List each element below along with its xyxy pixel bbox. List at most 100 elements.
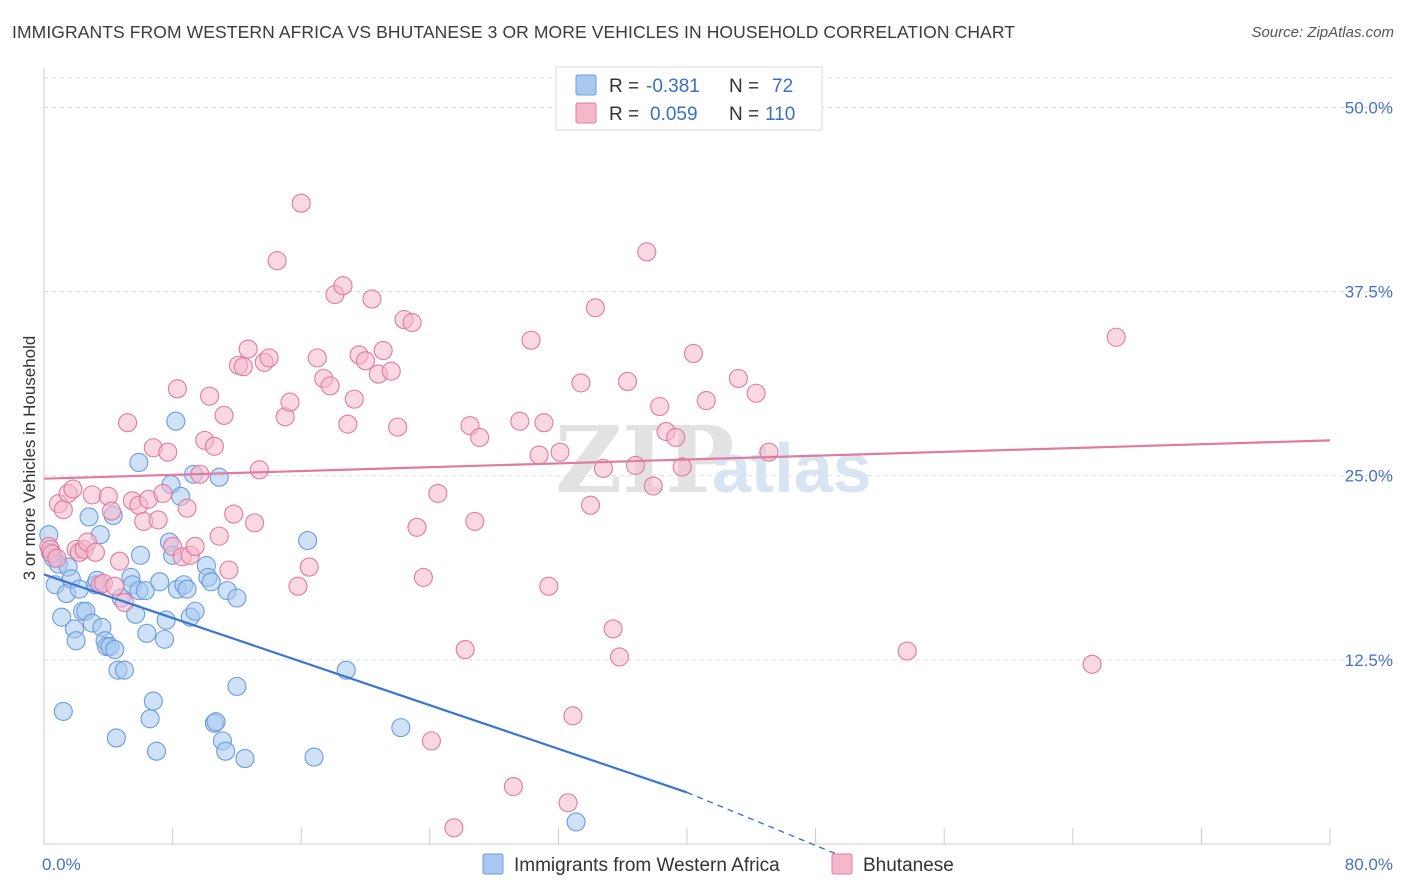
legend-r-label-1: R =: [609, 76, 639, 97]
x-tick-label-max: 80.0%: [1345, 855, 1393, 874]
point-western-africa: [227, 676, 247, 696]
point-bhutanese: [402, 312, 422, 333]
point-bhutanese: [650, 396, 670, 417]
x-tick-labels: 0.0% 80.0%: [42, 855, 1393, 874]
source-label: Source: ZipAtlas.com: [1251, 24, 1394, 41]
point-western-africa: [201, 572, 221, 592]
point-bhutanese: [666, 427, 686, 447]
point-bhutanese: [214, 405, 234, 425]
point-bhutanese: [1082, 654, 1102, 674]
point-western-africa: [79, 507, 99, 527]
point-bhutanese: [209, 526, 229, 546]
correlation-legend: R = -0.381 N = 72 R = 0.059 N = 110: [555, 66, 823, 131]
watermark-atlas: atlas: [712, 429, 872, 507]
point-western-africa: [106, 728, 126, 748]
point-bhutanese: [224, 504, 244, 524]
point-bhutanese: [728, 368, 748, 389]
trend-line-western-africa-extension: [686, 791, 849, 860]
point-western-africa: [166, 411, 186, 431]
point-western-africa: [304, 747, 324, 767]
axes: [43, 68, 1331, 845]
point-bhutanese: [444, 818, 464, 838]
point-bhutanese: [534, 413, 554, 433]
point-bhutanese: [320, 376, 340, 396]
point-western-africa: [130, 545, 150, 565]
point-western-africa: [216, 741, 236, 761]
point-bhutanese: [118, 413, 138, 433]
point-western-africa: [206, 712, 226, 732]
point-bhutanese: [267, 251, 287, 271]
point-bhutanese: [110, 551, 130, 571]
point-western-africa: [391, 718, 411, 738]
point-bhutanese: [407, 517, 427, 537]
point-bhutanese: [470, 427, 490, 447]
point-bhutanese: [609, 647, 630, 667]
point-bhutanese: [82, 485, 102, 505]
legend-r-value-1: -0.381: [646, 76, 700, 97]
point-bhutanese: [307, 348, 327, 368]
point-bhutanese: [47, 548, 67, 568]
y-tick-label: 37.5%: [1345, 283, 1393, 302]
point-western-africa: [52, 607, 72, 627]
point-bhutanese: [521, 330, 541, 350]
point-western-africa: [177, 579, 197, 599]
point-bhutanese: [696, 391, 716, 411]
point-bhutanese: [1106, 327, 1126, 347]
legend-swatch-pink: [575, 102, 597, 124]
point-western-africa: [129, 452, 149, 473]
trend-line-bhutanese: [43, 439, 1331, 480]
point-bhutanese: [238, 339, 258, 359]
point-bhutanese: [362, 289, 382, 309]
point-bhutanese: [105, 576, 125, 596]
point-bhutanese: [593, 458, 613, 478]
point-western-africa: [114, 660, 134, 680]
point-bhutanese: [280, 392, 300, 412]
point-bhutanese: [85, 542, 105, 562]
point-western-africa: [227, 588, 247, 608]
legend-r-value-2: 0.059: [650, 104, 698, 125]
point-bhutanese: [299, 557, 319, 577]
point-western-africa: [146, 741, 167, 761]
point-bhutanese: [381, 361, 401, 381]
point-bhutanese: [503, 776, 523, 797]
point-western-africa: [53, 701, 73, 721]
legend-n-value-1: 72: [772, 76, 793, 97]
point-bhutanese: [643, 476, 663, 496]
legend-n-label-2: N =: [729, 104, 759, 125]
point-bhutanese: [219, 560, 239, 580]
point-bhutanese: [249, 460, 269, 480]
point-western-africa: [209, 467, 229, 487]
point-bhutanese: [355, 351, 376, 371]
point-bhutanese: [167, 379, 187, 399]
point-bhutanese: [53, 500, 73, 520]
chart-title: IMMIGRANTS FROM WESTERN AFRICA VS BHUTAN…: [12, 22, 1016, 42]
point-bhutanese: [759, 442, 779, 462]
point-bhutanese: [571, 373, 591, 393]
point-western-africa: [298, 530, 318, 551]
point-bhutanese: [63, 479, 83, 499]
point-western-africa: [155, 629, 175, 649]
point-bhutanese: [245, 513, 265, 533]
point-bhutanese: [288, 576, 308, 596]
point-bhutanese: [585, 298, 605, 318]
legend-label-western-africa: Immigrants from Western Africa: [514, 855, 780, 876]
point-bhutanese: [603, 619, 623, 639]
point-western-africa: [66, 631, 86, 651]
point-bhutanese: [563, 706, 583, 726]
point-bhutanese: [204, 436, 224, 456]
point-bhutanese: [683, 343, 703, 364]
point-western-africa: [566, 812, 586, 832]
point-bhutanese: [185, 536, 205, 556]
trend-lines: [43, 439, 1331, 860]
point-bhutanese: [153, 483, 173, 503]
point-western-africa: [143, 691, 163, 711]
point-western-africa: [185, 601, 205, 621]
y-tick-label: 25.0%: [1345, 467, 1393, 486]
point-bhutanese: [158, 442, 178, 462]
legend-label-bhutanese: Bhutanese: [863, 855, 954, 876]
point-bhutanese: [291, 193, 311, 213]
point-bhutanese: [637, 242, 657, 262]
point-bhutanese: [177, 498, 197, 518]
point-bhutanese: [338, 414, 358, 434]
